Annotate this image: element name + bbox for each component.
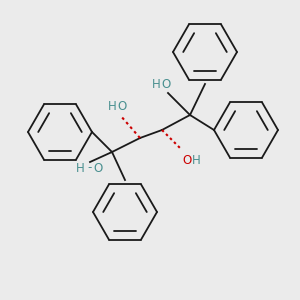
Text: H: H <box>152 79 160 92</box>
Text: H: H <box>192 154 200 167</box>
Text: O: O <box>93 161 103 175</box>
Text: O: O <box>117 100 127 112</box>
Text: O: O <box>161 79 171 92</box>
Text: H: H <box>76 161 84 175</box>
Text: O: O <box>182 154 192 167</box>
Text: -: - <box>88 161 92 175</box>
Text: H: H <box>108 100 116 112</box>
